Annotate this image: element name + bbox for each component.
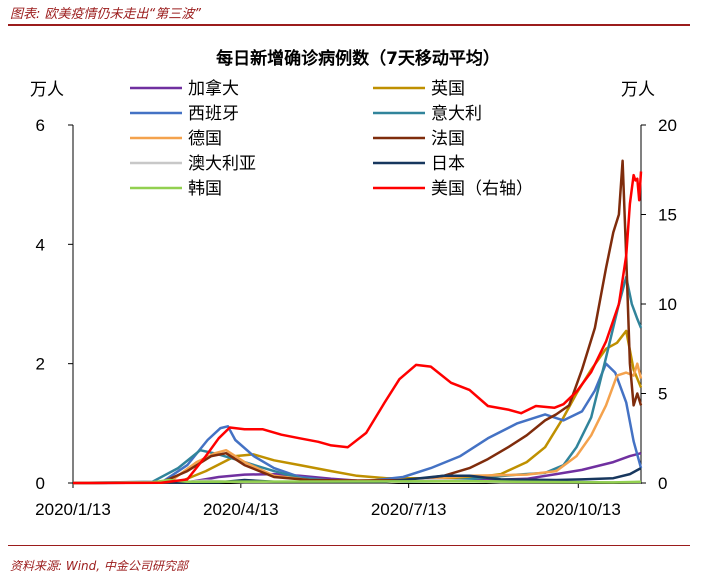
- legend-label: 英国: [431, 79, 465, 99]
- x-tick-label: 2020/4/13: [203, 500, 279, 519]
- right-tick-label: 5: [658, 385, 667, 404]
- legend-label: 日本: [431, 154, 465, 174]
- legend-label: 德国: [188, 129, 222, 149]
- legend-label: 加拿大: [188, 78, 239, 99]
- figure-caption: 图表: 欧美疫情仍未走出“第三波”: [10, 7, 201, 22]
- left-axis-unit: 万人: [30, 80, 64, 100]
- legend-label: 意大利: [431, 104, 482, 124]
- chart-title: 每日新增确诊病例数（7天移动平均）: [216, 48, 500, 69]
- right-tick-label: 15: [658, 206, 677, 225]
- x-tick-label: 2020/10/13: [536, 500, 621, 519]
- legend-label: 澳大利亚: [188, 154, 256, 174]
- left-tick-label: 0: [36, 474, 45, 493]
- x-tick-label: 2020/1/13: [35, 500, 111, 519]
- legend-label: 美国（右轴）: [431, 179, 533, 199]
- source-note: 资料来源: Wind, 中金公司研究部: [10, 559, 188, 573]
- left-tick-label: 2: [36, 355, 45, 374]
- left-tick-label: 4: [36, 235, 45, 254]
- series-line-3: [72, 362, 643, 485]
- series-line-5: [72, 362, 643, 485]
- left-tick-label: 6: [36, 116, 45, 135]
- right-axis-unit: 万人: [621, 80, 655, 100]
- series-line-4: [72, 275, 643, 485]
- legend-label: 西班牙: [188, 104, 239, 124]
- x-tick-label: 2020/7/13: [371, 500, 447, 519]
- right-tick-label: 0: [658, 474, 667, 493]
- right-tick-label: 20: [658, 116, 677, 135]
- header-divider: [8, 24, 690, 26]
- series-line-10: [72, 171, 643, 485]
- legend-label: 韩国: [188, 179, 222, 199]
- footer-divider: [8, 545, 690, 546]
- series-line-8: [72, 467, 642, 485]
- series-line-6: [72, 159, 643, 485]
- legend-label: 法国: [431, 129, 465, 149]
- right-tick-label: 10: [658, 295, 677, 314]
